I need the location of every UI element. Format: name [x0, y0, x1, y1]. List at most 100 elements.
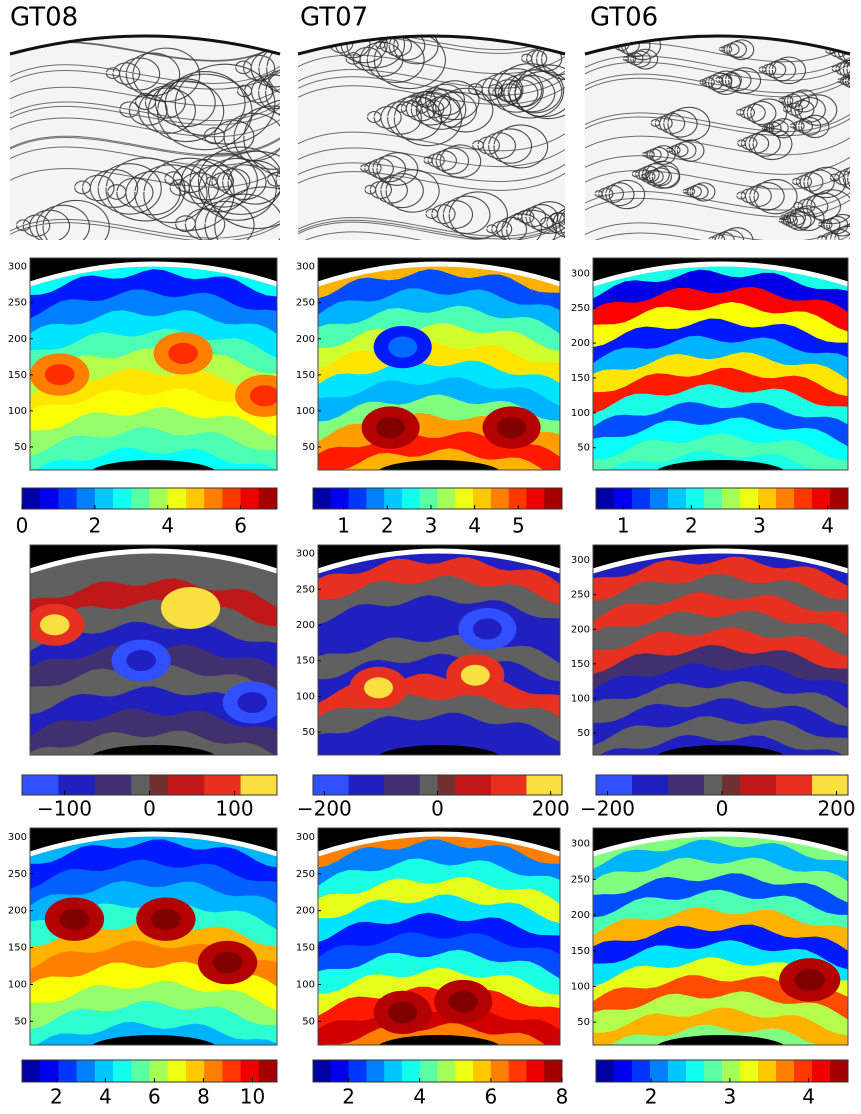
colorbar-segment	[76, 1060, 96, 1082]
inner-core	[91, 745, 216, 755]
y-tick-label: 150	[296, 943, 315, 954]
dome-mask	[30, 545, 277, 571]
y-tick-label: 50	[14, 442, 27, 453]
colorbar-segment	[596, 775, 615, 795]
colorbar-segment	[632, 488, 651, 509]
colorbar-tick-label: −100	[37, 797, 92, 821]
y-tick-label: 250	[296, 298, 315, 309]
streamline	[10, 86, 280, 107]
colorbar-frame	[312, 487, 563, 510]
dome-edge	[30, 548, 277, 574]
colorbar-segment	[704, 488, 723, 509]
streamline	[298, 131, 565, 152]
dome-mask	[318, 545, 560, 571]
colorbar-segment	[668, 1060, 687, 1082]
contour-fill	[593, 545, 848, 755]
colorbar-segment	[776, 775, 795, 795]
contour-blob	[39, 614, 70, 636]
streamline	[737, 128, 793, 161]
y-tick-label: 200	[571, 624, 590, 635]
colorbar-segment	[668, 775, 687, 795]
colorbar-segment	[58, 488, 78, 509]
streamline	[640, 165, 681, 189]
colorbar-segment	[740, 775, 759, 795]
colorbar-segment	[40, 1060, 59, 1082]
colorbar-segment	[614, 488, 633, 509]
colorbar-tick-label: 6	[484, 1085, 497, 1109]
contour-panel: 50 100 150 200 250 300 −200 0 200	[571, 544, 856, 821]
contour-fill	[30, 828, 277, 1045]
dome-mask	[593, 258, 848, 284]
colorbar-tick-label: 2	[88, 514, 101, 538]
streamline	[298, 221, 565, 240]
contour-fill	[593, 828, 848, 1045]
colorbar-segment	[330, 775, 350, 795]
y-tick-label: 250	[296, 869, 315, 880]
streamline	[782, 94, 838, 126]
colorbar-segment	[22, 488, 41, 509]
colorbar-tick-label: 200	[817, 797, 855, 821]
contour-blob	[249, 385, 277, 407]
colorbar-tick-label: 3	[425, 514, 438, 538]
contour-band	[593, 1024, 848, 1045]
colorbar-segment	[149, 775, 169, 795]
y-tick-label: 300	[8, 832, 27, 843]
streamline	[298, 171, 565, 191]
colorbar-segment	[94, 775, 114, 795]
y-tick-label: 300	[296, 832, 315, 843]
streamline	[778, 89, 818, 113]
colorbar-segment	[830, 775, 849, 795]
contour-band	[318, 1023, 560, 1045]
colorbar-tick-label: 0	[716, 797, 729, 821]
dome-mask	[30, 828, 277, 854]
colorbar-segment	[794, 488, 813, 509]
y-tick-label: 150	[296, 370, 315, 381]
inner-core	[91, 1035, 216, 1045]
streamline	[375, 36, 439, 65]
streamline	[666, 139, 705, 162]
colorbar-tick-label: 2	[685, 514, 698, 538]
y-tick-label: 50	[577, 728, 590, 739]
streamline	[298, 147, 565, 168]
contour-fill	[318, 545, 560, 755]
y-tick-label: 250	[571, 874, 590, 885]
colorbar-segment	[167, 1060, 187, 1082]
colorbar-segment	[401, 1060, 421, 1082]
streamline	[423, 144, 482, 178]
colorbar-tick-label: 8	[556, 1085, 569, 1109]
colorbar-segment	[401, 488, 421, 509]
colorbar-segment	[544, 775, 563, 795]
colorbar-segment	[614, 1060, 633, 1082]
colorbar-segment	[313, 1060, 332, 1082]
colorbar-segment	[455, 775, 474, 795]
streamline	[736, 98, 788, 129]
colorbar-segment	[650, 775, 669, 795]
streamline	[610, 36, 662, 61]
y-tick-label: 100	[571, 693, 590, 704]
contour-band	[318, 731, 560, 755]
colorbar-segment	[722, 488, 741, 509]
inner-core	[378, 745, 500, 755]
colorbar-segment	[222, 1060, 242, 1082]
streamline	[10, 105, 280, 126]
colorbar-segment	[366, 488, 385, 509]
streamline	[164, 146, 280, 215]
streamline	[585, 55, 850, 75]
axes-frame	[592, 257, 849, 471]
colorbar-frame	[595, 1059, 849, 1083]
y-tick-label: 200	[8, 334, 27, 345]
image-top	[297, 34, 566, 56]
dome-edge	[593, 831, 848, 857]
axes-frame	[317, 544, 561, 756]
streamline	[594, 179, 646, 210]
streamline	[585, 61, 850, 82]
colorbar-segment	[167, 488, 187, 509]
y-tick-label: 200	[571, 338, 590, 349]
streamline	[761, 118, 796, 139]
contour-fill	[593, 258, 848, 470]
contour-panel: 50 100 150 200 250 300 0 2 4 6	[8, 257, 278, 538]
image-top	[584, 34, 851, 56]
streamline	[298, 54, 565, 75]
colorbar-tick-label: 100	[215, 797, 253, 821]
image-top	[9, 34, 281, 56]
